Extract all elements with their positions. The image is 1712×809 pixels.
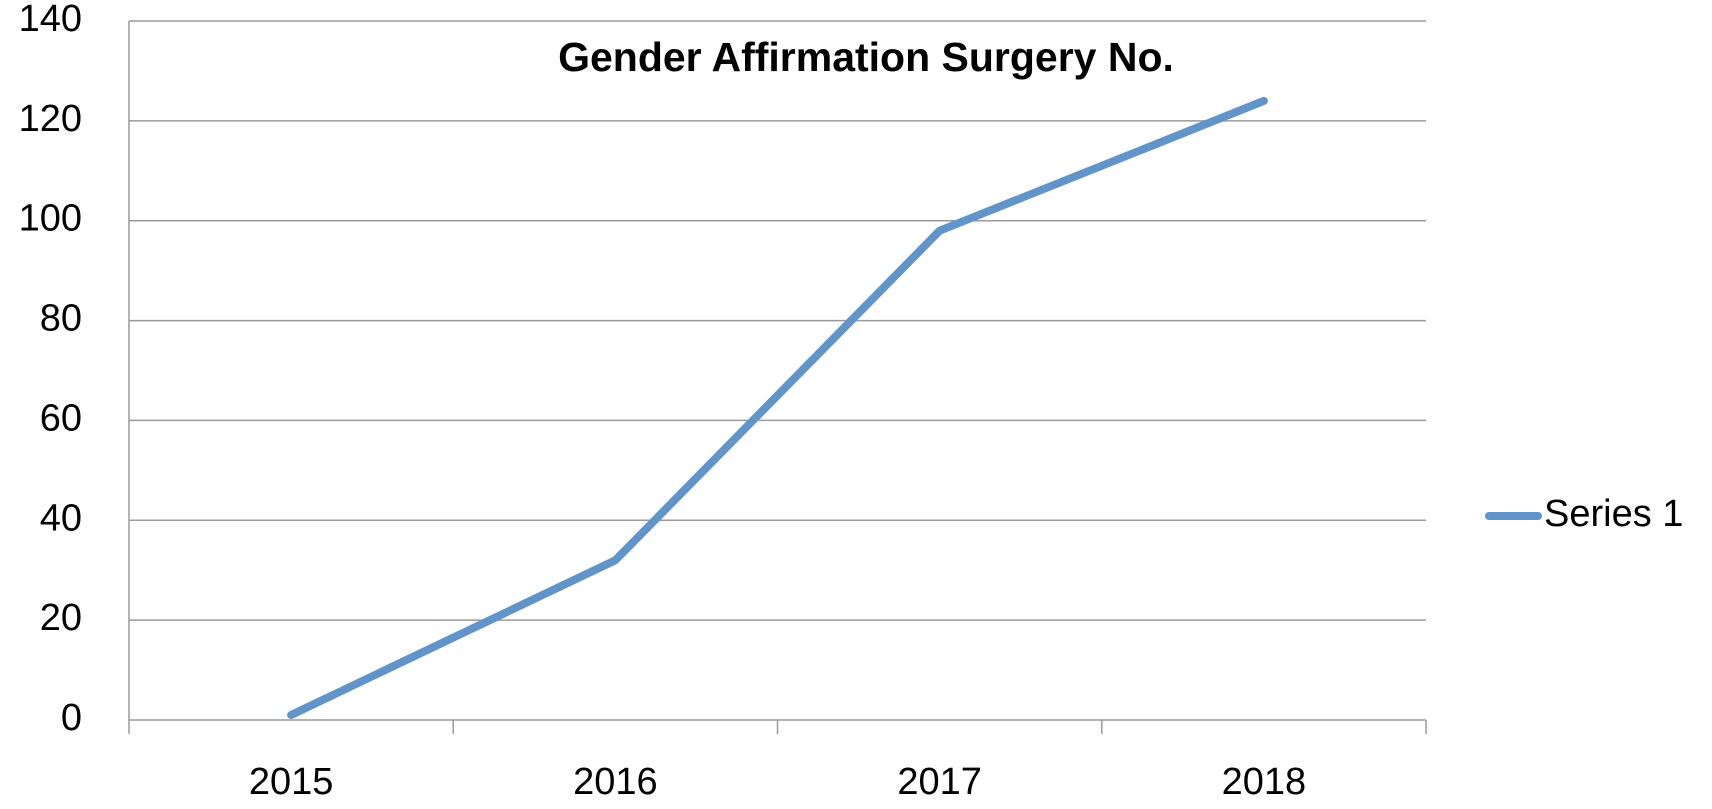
y-tick-label: 60 bbox=[40, 397, 82, 439]
x-tick-label: 2017 bbox=[897, 761, 982, 803]
x-tick-label: 2018 bbox=[1222, 761, 1307, 803]
y-tick-label: 100 bbox=[19, 198, 82, 240]
y-tick-label: 0 bbox=[61, 697, 82, 739]
y-tick-label: 80 bbox=[40, 298, 82, 340]
y-tick-label: 40 bbox=[40, 497, 82, 539]
y-tick-label: 120 bbox=[19, 98, 82, 140]
y-tick-label: 140 bbox=[19, 0, 82, 40]
x-tick-label: 2015 bbox=[249, 761, 334, 803]
series-line bbox=[287, 96, 1268, 720]
legend-label: Series 1 bbox=[1544, 493, 1683, 535]
y-tick-label: 20 bbox=[40, 597, 82, 639]
chart-title: Gender Affirmation Surgery No. bbox=[558, 34, 1174, 80]
x-tick-label: 2016 bbox=[573, 761, 658, 803]
